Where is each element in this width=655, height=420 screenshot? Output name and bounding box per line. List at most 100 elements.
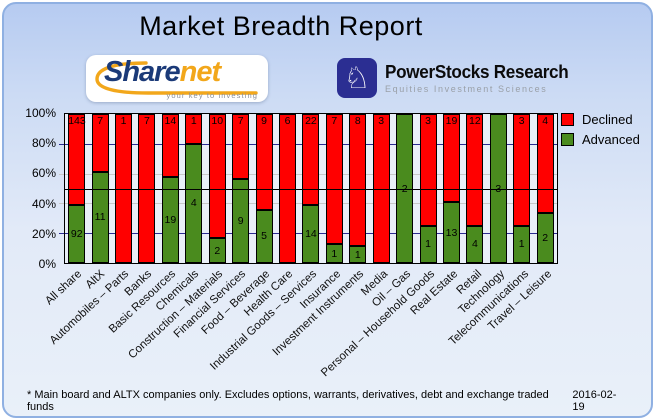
advanced-label: Advanced <box>582 132 640 147</box>
advanced-segment <box>68 204 86 263</box>
y-axis-label: 60% <box>31 166 56 181</box>
declined-value: 22 <box>305 115 317 127</box>
axis-tick <box>59 203 64 205</box>
advanced-value: 5 <box>261 230 267 243</box>
advanced-value: 14 <box>305 228 317 241</box>
bar-AltX: 7 11 <box>91 114 109 263</box>
declined-value: 1 <box>190 115 197 127</box>
footer: * Main board and ALTX companies only. Ex… <box>0 389 655 413</box>
declined-value: 8 <box>354 115 361 127</box>
advanced-value: 1 <box>518 238 525 251</box>
declined-value: 3 <box>425 115 431 127</box>
declined-segment <box>442 114 460 203</box>
declined-value: 143 <box>68 115 86 127</box>
advanced-segment <box>302 205 320 263</box>
declined-segment <box>161 114 179 178</box>
declined-segment <box>255 114 273 210</box>
declined-value: 7 <box>144 115 150 127</box>
declined-segment <box>325 114 343 245</box>
bar-Real Estate: 19 13 <box>442 114 460 263</box>
advanced-value: 1 <box>331 247 338 260</box>
declined-segment <box>208 114 226 239</box>
sharenet-tagline: your key to investing <box>166 91 258 100</box>
bar-Retail: 12 4 <box>466 114 484 263</box>
advanced-segment <box>91 171 109 263</box>
advanced-segment <box>466 225 484 263</box>
declined-value: 7 <box>237 115 244 127</box>
advanced-value: 1 <box>354 248 361 261</box>
declined-value: 12 <box>469 115 481 127</box>
advanced-segment <box>185 143 203 263</box>
declined-value: 1 <box>120 115 127 127</box>
y-axis: 100% 80% 60% 40% 20% 0% <box>0 106 58 271</box>
advanced-segment <box>349 246 367 263</box>
sharenet-swoosh-icon <box>95 61 258 95</box>
advanced-value: 1 <box>425 238 431 251</box>
advanced-value: 4 <box>190 197 197 210</box>
legend-item-declined: Declined <box>561 112 640 127</box>
legend-item-advanced: Advanced <box>561 132 640 147</box>
advanced-segment <box>232 179 250 263</box>
declined-segment <box>349 114 367 247</box>
declined-segment <box>419 114 437 226</box>
legend: Declined Advanced <box>561 112 640 152</box>
bar-All share: 143 92 <box>68 114 86 263</box>
declined-label: Declined <box>582 112 633 127</box>
advanced-segment <box>161 177 179 263</box>
powerstocks-subtitle: Equities Investment Sciences <box>385 84 548 94</box>
report-date: 2016-02-19 <box>572 389 617 413</box>
declined-segment <box>513 114 531 226</box>
bar-Construction – Materials: 10 2 <box>208 114 226 263</box>
y-axis-label: 80% <box>31 136 56 151</box>
declined-value: 9 <box>261 115 267 127</box>
advanced-swatch <box>561 133 574 146</box>
advanced-segment <box>536 213 554 263</box>
y-axis-label: 20% <box>31 226 56 241</box>
declined-value: 4 <box>542 115 549 127</box>
bar-Food – Beverage: 95 <box>255 114 273 263</box>
advanced-value: 92 <box>70 227 83 240</box>
declined-segment <box>536 114 554 214</box>
advanced-value: 13 <box>445 226 458 239</box>
axis-tick <box>59 173 64 175</box>
declined-value: 3 <box>518 115 525 127</box>
bar-Travel – Leisure: 42 <box>536 114 554 263</box>
advanced-value: 2 <box>542 232 549 245</box>
sharenet-logo: Sharenet your key to investing <box>86 55 268 102</box>
bar-Basic Resources: 14 19 <box>161 114 179 263</box>
advanced-segment <box>208 238 226 263</box>
footnote: * Main board and ALTX companies only. Ex… <box>27 389 549 413</box>
advanced-value: 9 <box>237 215 244 228</box>
declined-swatch <box>561 113 574 126</box>
declined-segment <box>232 114 250 180</box>
page-title: Market Breadth Report <box>139 11 423 41</box>
advanced-value: 11 <box>94 211 106 224</box>
declined-segment <box>302 114 320 206</box>
fifty-percent-line <box>65 188 557 190</box>
bar-Financial Services: 79 <box>232 114 250 263</box>
advanced-value: 19 <box>164 214 177 227</box>
sharenet-wordmark: Sharenet <box>104 56 221 89</box>
declined-segment <box>68 114 86 205</box>
bar-Industrial Goods – Services: 22 14 <box>302 114 320 263</box>
plot-area: 1439271117141914102799562214718132311913… <box>59 113 558 264</box>
y-axis-label: 40% <box>31 196 56 211</box>
advanced-value: 2 <box>214 244 221 257</box>
advanced-segment <box>325 244 343 263</box>
declined-value: 19 <box>445 115 458 127</box>
declined-segment <box>466 114 484 226</box>
axis-tick <box>59 233 64 235</box>
advanced-segment <box>442 202 460 263</box>
knight-icon: ♘ <box>337 58 377 98</box>
axis-tick <box>59 143 64 145</box>
advanced-segment <box>513 225 531 263</box>
declined-value: 10 <box>211 115 224 127</box>
sharenet-word-net: net <box>179 56 221 88</box>
bar-Personal – Household Goods: 31 <box>419 114 437 263</box>
declined-value: 14 <box>164 115 177 127</box>
declined-value: 3 <box>378 115 385 127</box>
sharenet-word-share: Share <box>104 56 181 88</box>
powerstocks-logo: ♘ PowerStocks Research Equities Investme… <box>337 58 578 98</box>
declined-value: 7 <box>97 115 104 127</box>
